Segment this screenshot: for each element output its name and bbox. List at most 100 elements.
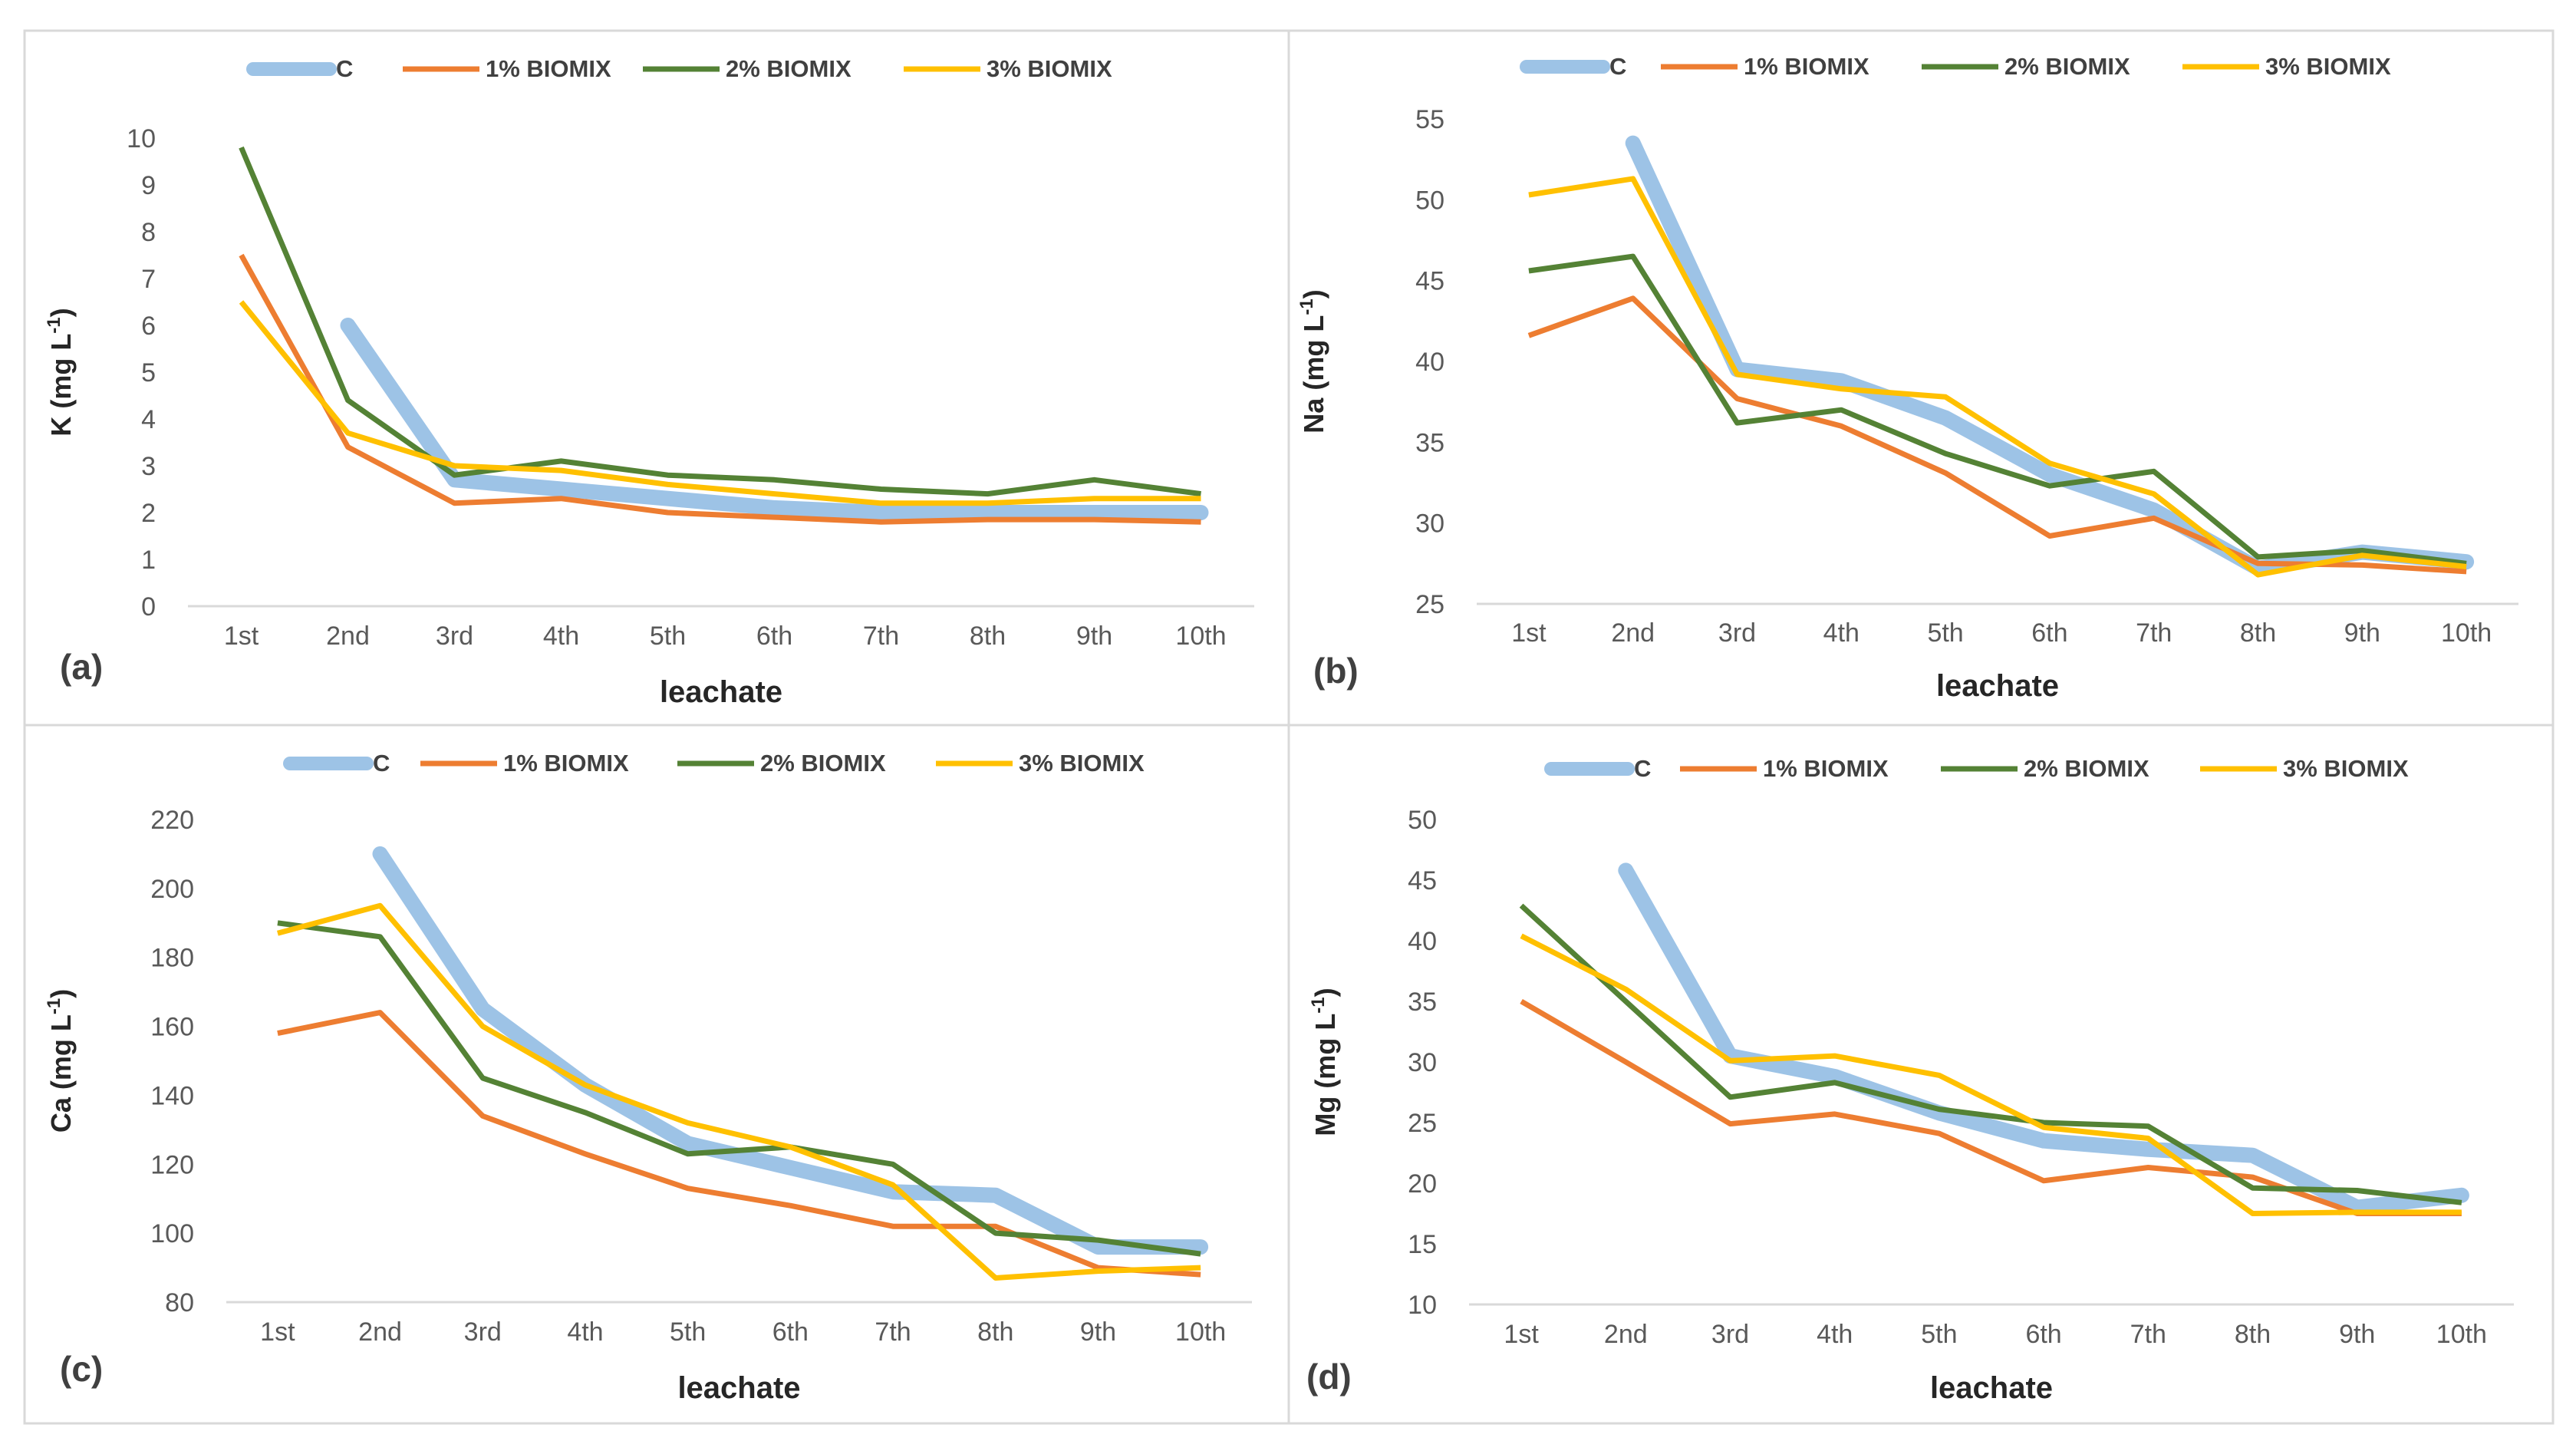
x-tick-label: 6th — [2031, 618, 2067, 648]
y-tick-label: 2 — [141, 499, 156, 528]
legend-label-2pct-biomix: 2% BIOMIX — [2004, 53, 2130, 80]
y-tick-label: 25 — [1415, 590, 1444, 619]
series-line-1pct-biomix — [239, 253, 1201, 525]
x-tick-label: 9th — [1076, 622, 1112, 651]
series-line-3pct-biomix — [1528, 176, 2467, 578]
x-tick-label: 4th — [567, 1317, 603, 1347]
x-tick-label: 8th — [2235, 1320, 2271, 1349]
x-tick-label: 3rd — [1718, 618, 1756, 648]
x-tick-label: 3rd — [436, 622, 473, 651]
panel-label: (b) — [1313, 651, 1359, 691]
y-tick-label: 80 — [165, 1288, 194, 1317]
y-axis-label-main: Ca (mg L — [45, 1014, 77, 1133]
y-axis-label-sup: -1 — [44, 317, 64, 333]
y-tick-label: 120 — [150, 1150, 194, 1179]
y-tick-label: 55 — [1415, 105, 1444, 134]
y-axis-label-close: ) — [45, 989, 77, 998]
series-line-1pct-biomix — [277, 1010, 1201, 1278]
y-axis-label-close: ) — [1309, 988, 1341, 997]
y-tick-label: 20 — [1408, 1169, 1437, 1199]
x-tick-label: 10th — [2436, 1320, 2487, 1349]
y-tick-label: 50 — [1408, 806, 1437, 835]
x-tick-label: 5th — [1921, 1320, 1957, 1349]
chart-panel-b: 25 30 35 40 45 50 55 1st 2nd 3rd 4th 5th 6th 7th 8th 9t… — [1296, 53, 2518, 703]
y-axis-label-main: Na (mg L — [1298, 315, 1329, 434]
y-tick-label: 9 — [141, 171, 156, 200]
x-tick-label: 9th — [1080, 1317, 1116, 1347]
x-tick-label: 2nd — [1611, 618, 1655, 648]
panel-label: (a) — [60, 647, 103, 687]
y-axis-label-main: K (mg L — [45, 334, 77, 437]
y-axis-label-main: Mg (mg L — [1309, 1014, 1341, 1136]
y-tick-label: 3 — [141, 452, 156, 481]
y-tick-label: 6 — [141, 312, 156, 341]
legend-label-c: C — [1634, 755, 1651, 782]
x-tick-label: 5th — [1927, 618, 1963, 648]
y-axis-label: Na (mg L-1) — [1296, 289, 1329, 433]
y-axis-label: Ca (mg L-1) — [44, 989, 77, 1133]
y-tick-label: 8 — [141, 218, 156, 247]
y-tick-label: 4 — [141, 405, 156, 434]
legend-label-3pct-biomix: 3% BIOMIX — [1019, 750, 1145, 777]
y-tick-label: 7 — [141, 265, 156, 294]
legend-label-3pct-biomix: 3% BIOMIX — [987, 55, 1112, 82]
legend-label-2pct-biomix: 2% BIOMIX — [2024, 755, 2149, 782]
x-tick-label: 8th — [977, 1317, 1013, 1347]
series-line-c — [1625, 135, 2475, 576]
series-line-c — [1618, 862, 2469, 1215]
y-tick-label: 45 — [1415, 267, 1444, 296]
y-tick-label: 30 — [1408, 1048, 1437, 1077]
legend-label-c: C — [373, 750, 390, 777]
x-tick-label: 9th — [2339, 1320, 2375, 1349]
y-tick-label: 220 — [150, 806, 194, 835]
y-tick-label: 45 — [1408, 866, 1437, 895]
x-tick-label: 8th — [2240, 618, 2276, 648]
y-tick-label: 100 — [150, 1219, 194, 1248]
series-line-1pct-biomix — [1520, 998, 2462, 1216]
x-tick-label: 4th — [543, 622, 579, 651]
y-tick-label: 50 — [1415, 186, 1444, 215]
series-line-2pct-biomix — [1528, 253, 2467, 566]
legend-label-1pct-biomix: 1% BIOMIX — [503, 750, 629, 777]
y-axis-label-sup: -1 — [44, 998, 64, 1014]
x-tick-label: 6th — [756, 622, 792, 651]
x-tick-label: 4th — [1817, 1320, 1853, 1349]
legend-label-1pct-biomix: 1% BIOMIX — [486, 55, 611, 82]
x-axis-label: leachate — [660, 675, 782, 709]
series-line-3pct-biomix — [239, 300, 1201, 506]
panel-label: (c) — [60, 1349, 103, 1389]
y-tick-label: 10 — [127, 124, 156, 153]
series-line-3pct-biomix — [276, 902, 1201, 1281]
legend-label-1pct-biomix: 1% BIOMIX — [1763, 755, 1889, 782]
y-tick-label: 5 — [141, 358, 156, 387]
y-axis-label-close: ) — [1298, 289, 1329, 298]
y-tick-label: 15 — [1408, 1230, 1437, 1259]
legend-label-c: C — [336, 55, 353, 82]
y-axis-label-sup: -1 — [1308, 997, 1329, 1013]
y-axis-label: Mg (mg L-1) — [1308, 988, 1341, 1136]
x-axis-label: leachate — [677, 1371, 800, 1405]
x-tick-label: 10th — [1175, 1317, 1226, 1347]
y-tick-label: 10 — [1408, 1291, 1437, 1320]
series-line-2pct-biomix — [239, 146, 1201, 497]
series-line-2pct-biomix — [1519, 903, 2462, 1205]
x-tick-label: 6th — [2025, 1320, 2061, 1349]
chart-panel-d: 10 15 20 25 30 35 40 45 50 1st 2nd 3rd 4th 5th 6th 7th 8… — [1306, 755, 2514, 1405]
y-tick-label: 200 — [150, 875, 194, 904]
chart-panel-c: 80 100 120 140 160 180 200 220 1st 2nd 3rd 4th 5th 6t… — [44, 750, 1252, 1405]
y-axis-label-sup: -1 — [1296, 298, 1317, 315]
x-tick-label: 3rd — [1711, 1320, 1749, 1349]
x-tick-label: 10th — [1175, 622, 1226, 651]
legend-label-2pct-biomix: 2% BIOMIX — [726, 55, 852, 82]
series-line-3pct-biomix — [1520, 933, 2462, 1216]
y-tick-label: 30 — [1415, 509, 1444, 539]
x-axis-label: leachate — [1930, 1371, 2053, 1405]
series-line-c — [372, 846, 1209, 1255]
y-tick-label: 1 — [141, 546, 156, 575]
x-axis-label: leachate — [1936, 669, 2059, 703]
y-tick-label: 25 — [1408, 1109, 1437, 1138]
chart-panel-a: 0 1 2 3 4 5 6 7 8 9 10 1st 2nd 3rd 4th 5th 6th 7th 8th 9th 1… — [44, 55, 1254, 709]
y-axis-label: K (mg L-1) — [44, 308, 77, 436]
x-tick-label: 2nd — [326, 622, 370, 651]
